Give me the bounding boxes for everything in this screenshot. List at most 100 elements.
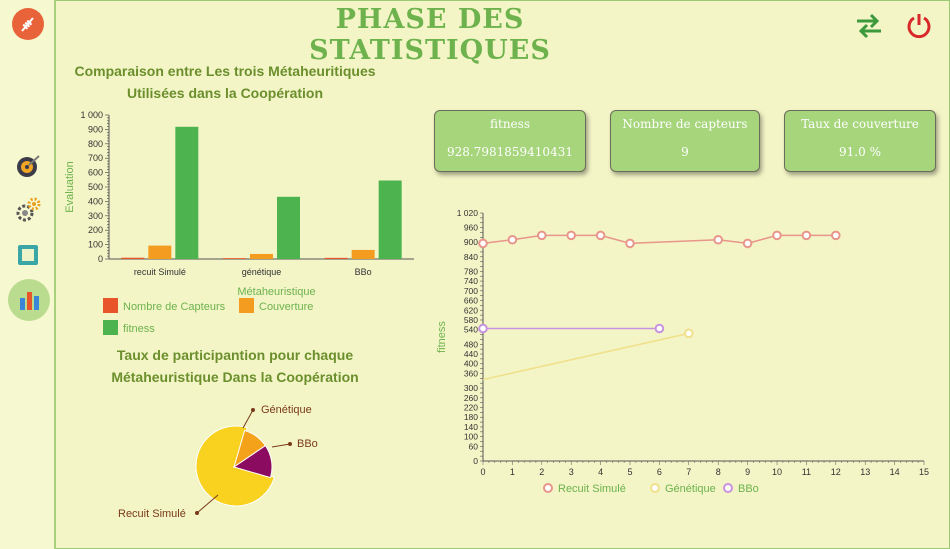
line-y-tick-label: 660 bbox=[464, 296, 478, 306]
bar-y-tick-label: 700 bbox=[88, 153, 103, 163]
line-x-tick-label: 14 bbox=[890, 467, 900, 477]
sidebar-item-settings[interactable] bbox=[14, 196, 42, 224]
bar bbox=[148, 245, 172, 259]
line-chart: 0601001401802202603003604004404805405806… bbox=[436, 208, 929, 495]
series-point bbox=[801, 230, 812, 241]
bar-y-tick-label: 200 bbox=[88, 225, 103, 235]
sensors-card-label: Nombre de capteurs bbox=[622, 117, 748, 131]
legend-swatch bbox=[103, 320, 118, 335]
bar bbox=[250, 253, 273, 259]
pie-leader-dot bbox=[251, 408, 255, 412]
coverage-card-value: 91.0 % bbox=[839, 145, 881, 159]
legend-label: Nombre de Capteurs bbox=[123, 301, 226, 313]
pie-chart: Recuit Simulé Génétique BBo bbox=[118, 404, 318, 520]
series-point bbox=[683, 328, 694, 339]
line-y-tick-label: 60 bbox=[469, 441, 479, 451]
bar-y-tick-label: 500 bbox=[88, 182, 103, 192]
legend-marker bbox=[723, 483, 733, 493]
pie-leader-line bbox=[242, 409, 254, 429]
bar-chart-title: Comparaison entre Les trois Métaheuritiq… bbox=[60, 60, 390, 104]
line-y-tick-label: 180 bbox=[464, 412, 478, 422]
bar-y-tick-label: 900 bbox=[88, 124, 103, 134]
line-y-tick-label: 480 bbox=[464, 339, 478, 349]
line-y-tick-label: 220 bbox=[464, 403, 478, 413]
fitness-card-value: 928.7981859410431 bbox=[447, 145, 573, 159]
bar-chart-icon bbox=[20, 292, 39, 310]
bar bbox=[277, 196, 300, 259]
sidebar-item-statistics[interactable] bbox=[8, 279, 50, 321]
pie-leader-dot bbox=[195, 511, 199, 515]
line-x-tick-label: 9 bbox=[745, 467, 750, 477]
line-x-tick-label: 11 bbox=[802, 467, 811, 477]
gears-icon bbox=[16, 197, 41, 222]
series-point bbox=[595, 230, 606, 241]
series-point bbox=[507, 234, 518, 245]
legend-marker bbox=[650, 483, 660, 493]
pie-slice bbox=[232, 444, 273, 479]
legend-label: Recuit Simulé bbox=[558, 483, 626, 495]
series-point bbox=[566, 230, 576, 241]
line-y-tick-label: 1 020 bbox=[457, 208, 479, 218]
fitness-card-label: fitness bbox=[490, 117, 530, 131]
power-button[interactable] bbox=[902, 10, 936, 40]
line-y-tick-label: 580 bbox=[464, 315, 478, 325]
bar-y-tick-label: 600 bbox=[88, 168, 103, 178]
legend-label: BBo bbox=[738, 483, 759, 495]
series-point bbox=[478, 323, 488, 334]
line-x-tick-label: 2 bbox=[539, 467, 544, 477]
line-y-tick-label: 840 bbox=[464, 252, 478, 262]
line-y-tick-label: 620 bbox=[464, 305, 478, 315]
line-x-tick-label: 0 bbox=[480, 467, 485, 477]
bar-y-tick-label: 0 bbox=[98, 254, 103, 264]
sidebar-item-target[interactable] bbox=[14, 152, 42, 180]
line-y-tick-label: 780 bbox=[464, 266, 478, 276]
page-title: PHASE DES STATISTIQUES bbox=[309, 4, 551, 66]
line-x-tick-label: 4 bbox=[598, 467, 603, 477]
pie-chart-title-line2: Métaheuristique Dans la Coopération bbox=[111, 369, 359, 385]
bar-category-label: recuit Simulé bbox=[134, 267, 186, 277]
sidebar bbox=[0, 0, 56, 549]
bar-chart-title-line1: Comparaison entre Les trois Métaheuritiq… bbox=[74, 63, 376, 79]
series-line bbox=[482, 234, 836, 245]
pie-label: Recuit Simulé bbox=[118, 508, 186, 520]
bar-y-tick-label: 100 bbox=[88, 240, 103, 250]
legend-label: Couverture bbox=[259, 301, 313, 313]
line-y-tick-label: 400 bbox=[464, 359, 478, 369]
sensors-card-value: 9 bbox=[681, 145, 689, 159]
line-y-tick-label: 900 bbox=[464, 237, 478, 247]
pie-label: Génétique bbox=[261, 404, 312, 416]
pie-leader-line bbox=[271, 443, 291, 448]
refresh-button[interactable] bbox=[852, 10, 886, 40]
line-y-tick-label: 700 bbox=[464, 286, 478, 296]
series-point bbox=[742, 238, 753, 249]
wheat-logo-icon bbox=[12, 8, 44, 40]
series-point bbox=[831, 230, 841, 241]
line-y-tick-label: 440 bbox=[464, 349, 478, 359]
line-x-tick-label: 15 bbox=[919, 467, 929, 477]
bar bbox=[175, 126, 199, 259]
bar bbox=[324, 257, 348, 259]
pie-chart-title-line1: Taux de participantion pour chaque bbox=[116, 347, 354, 363]
bar-x-axis-label: Métaheuristique bbox=[237, 286, 315, 298]
line-y-tick-label: 960 bbox=[464, 223, 478, 233]
pie-leader-line bbox=[196, 494, 219, 514]
bar bbox=[223, 258, 246, 259]
series-point bbox=[772, 230, 782, 241]
sensors-card: Nombre de capteurs 9 bbox=[610, 110, 760, 172]
sidebar-item-square[interactable] bbox=[14, 241, 42, 269]
line-y-tick-label: 0 bbox=[473, 456, 478, 466]
bar-category-label: BBo bbox=[355, 267, 372, 277]
series-point bbox=[654, 323, 665, 334]
legend-label: Génétique bbox=[665, 483, 716, 495]
swap-arrows-icon bbox=[857, 13, 881, 39]
line-x-tick-label: 6 bbox=[657, 467, 662, 477]
line-x-tick-label: 13 bbox=[860, 467, 870, 477]
bar-y-axis-label: Evaluation bbox=[64, 161, 76, 212]
bar-chart-title-line2: Utilisées dans la Coopération bbox=[126, 85, 324, 101]
coverage-card: Taux de couverture 91.0 % bbox=[784, 110, 936, 172]
legend-label: fitness bbox=[123, 323, 155, 335]
legend-swatch bbox=[239, 298, 254, 313]
line-x-tick-label: 10 bbox=[772, 467, 782, 477]
bar bbox=[378, 180, 402, 259]
line-y-tick-label: 140 bbox=[464, 422, 478, 432]
